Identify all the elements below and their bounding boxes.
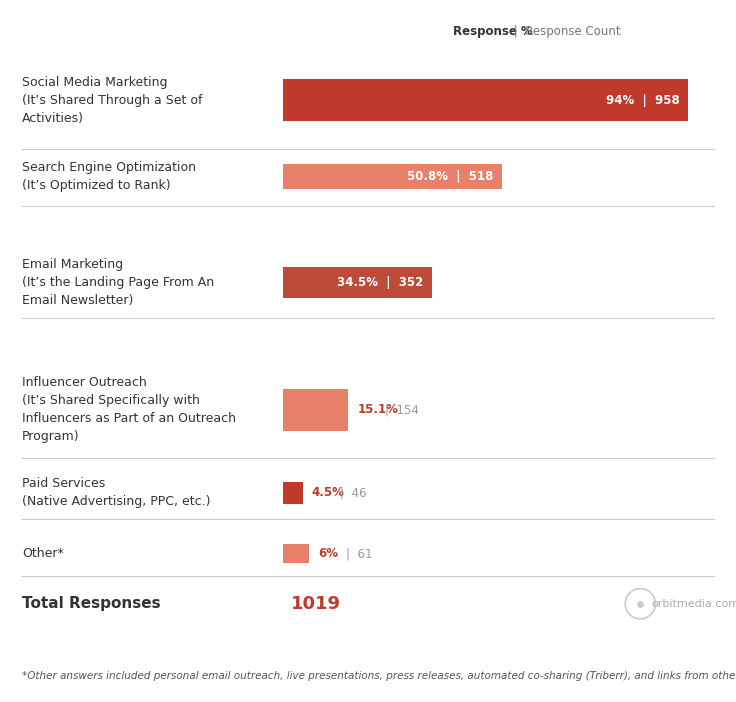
Text: 4.5%: 4.5%: [311, 486, 344, 499]
Text: 1019: 1019: [291, 595, 341, 613]
Text: 6%: 6%: [318, 548, 338, 560]
Text: |  46: | 46: [339, 486, 366, 499]
Text: Total Responses: Total Responses: [22, 596, 160, 611]
Text: Social Media Marketing
(It’s Shared Through a Set of
Activities): Social Media Marketing (It’s Shared Thro…: [22, 76, 202, 125]
Text: |  Response Count: | Response Count: [510, 25, 620, 38]
Text: Paid Services
(Native Advertising, PPC, etc.): Paid Services (Native Advertising, PPC, …: [22, 477, 210, 508]
Text: |  154: | 154: [385, 403, 419, 416]
Text: |  61: | 61: [346, 548, 372, 560]
Text: orbitmedia.com: orbitmedia.com: [651, 599, 736, 609]
Text: Search Engine Optimization
(It’s Optimized to Rank): Search Engine Optimization (It’s Optimiz…: [22, 161, 196, 192]
Text: 15.1%: 15.1%: [357, 403, 398, 416]
Text: Influencer Outreach
(It’s Shared Specifically with
Influencers as Part of an Out: Influencer Outreach (It’s Shared Specifi…: [22, 376, 236, 443]
Text: Other*: Other*: [22, 548, 64, 560]
Text: Email Marketing
(It’s the Landing Page From An
Email Newsletter): Email Marketing (It’s the Landing Page F…: [22, 258, 214, 307]
Text: 34.5%  |  352: 34.5% | 352: [337, 276, 423, 289]
Text: 94%  |  958: 94% | 958: [606, 94, 679, 107]
Text: 50.8%  |  518: 50.8% | 518: [407, 171, 493, 183]
Text: *Other answers included personal email outreach, live presentations, press relea: *Other answers included personal email o…: [22, 671, 736, 681]
Text: Response %: Response %: [453, 25, 532, 38]
